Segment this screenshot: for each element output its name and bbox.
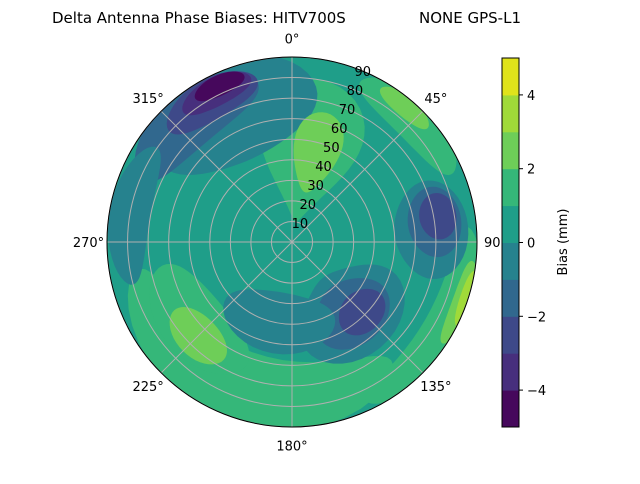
contour-region [293,112,344,193]
angle-tick-label: 135° [420,380,451,395]
radial-tick-label: 10 [292,217,309,232]
angle-tick-label: 0° [285,33,300,48]
colorbar-segment [502,94,519,133]
polar-frame [106,56,478,428]
colorbar-label: Bias (mm) [556,209,571,276]
radial-tick-label: 80 [347,84,364,99]
contour-region [194,71,245,102]
colorbar-segment [502,279,519,317]
contour-region [127,268,394,427]
colorbar-segment [502,316,519,354]
angle-tick-label: 225° [132,380,163,395]
colorbar-tick-label: 4 [527,89,535,104]
grid-spoke [291,241,424,374]
angle-tick-label: 315° [132,92,163,107]
angle-tick-label: 45° [424,92,447,107]
colorbar-segment [502,390,519,428]
colorbar-tick-label: 0 [527,237,535,252]
radial-tick-label: 50 [323,141,340,156]
radial-tick-label: 30 [307,179,324,194]
colorbar-segment [502,58,519,96]
radial-tick-label: 40 [315,160,332,175]
colorbar: −4 −2 0 2 4 [501,57,546,428]
chart-title-left: Delta Antenna Phase Biases: HITV700S [52,9,346,27]
angle-tick-label: 180° [276,440,307,455]
colorbar-tick-label: −2 [527,310,546,325]
colorbar-segment [502,205,519,243]
radial-tick-label: 90 [355,65,372,80]
grid-spoke [160,241,293,374]
colorbar-tick-label: 2 [527,163,535,178]
colorbar-segment [502,168,519,207]
colorbar-segment [502,131,519,170]
chart-title-right: NONE GPS-L1 [419,9,521,27]
colorbar-segment [502,353,519,391]
angle-tick-label: 90° [484,236,507,251]
colorbar-segment [502,242,519,280]
contour-region [108,146,161,285]
grid-spoke [160,110,293,243]
contour-region [419,193,457,240]
grid-spoke [291,110,424,243]
radial-tick-label: 70 [339,103,356,118]
angle-tick-labels: 0° 45° 90° 135° 180° 225° 270° 315° [73,33,507,455]
polar-grid [106,56,478,428]
colorbar-tick-label: −4 [527,384,546,399]
radial-tick-label: 60 [331,122,348,137]
contour-region [223,289,336,355]
contour-region [379,86,429,130]
radial-tick-labels: 10 20 30 40 50 60 70 80 90 [292,65,371,232]
radial-tick-label: 20 [299,198,316,213]
angle-tick-label: 270° [73,236,104,251]
